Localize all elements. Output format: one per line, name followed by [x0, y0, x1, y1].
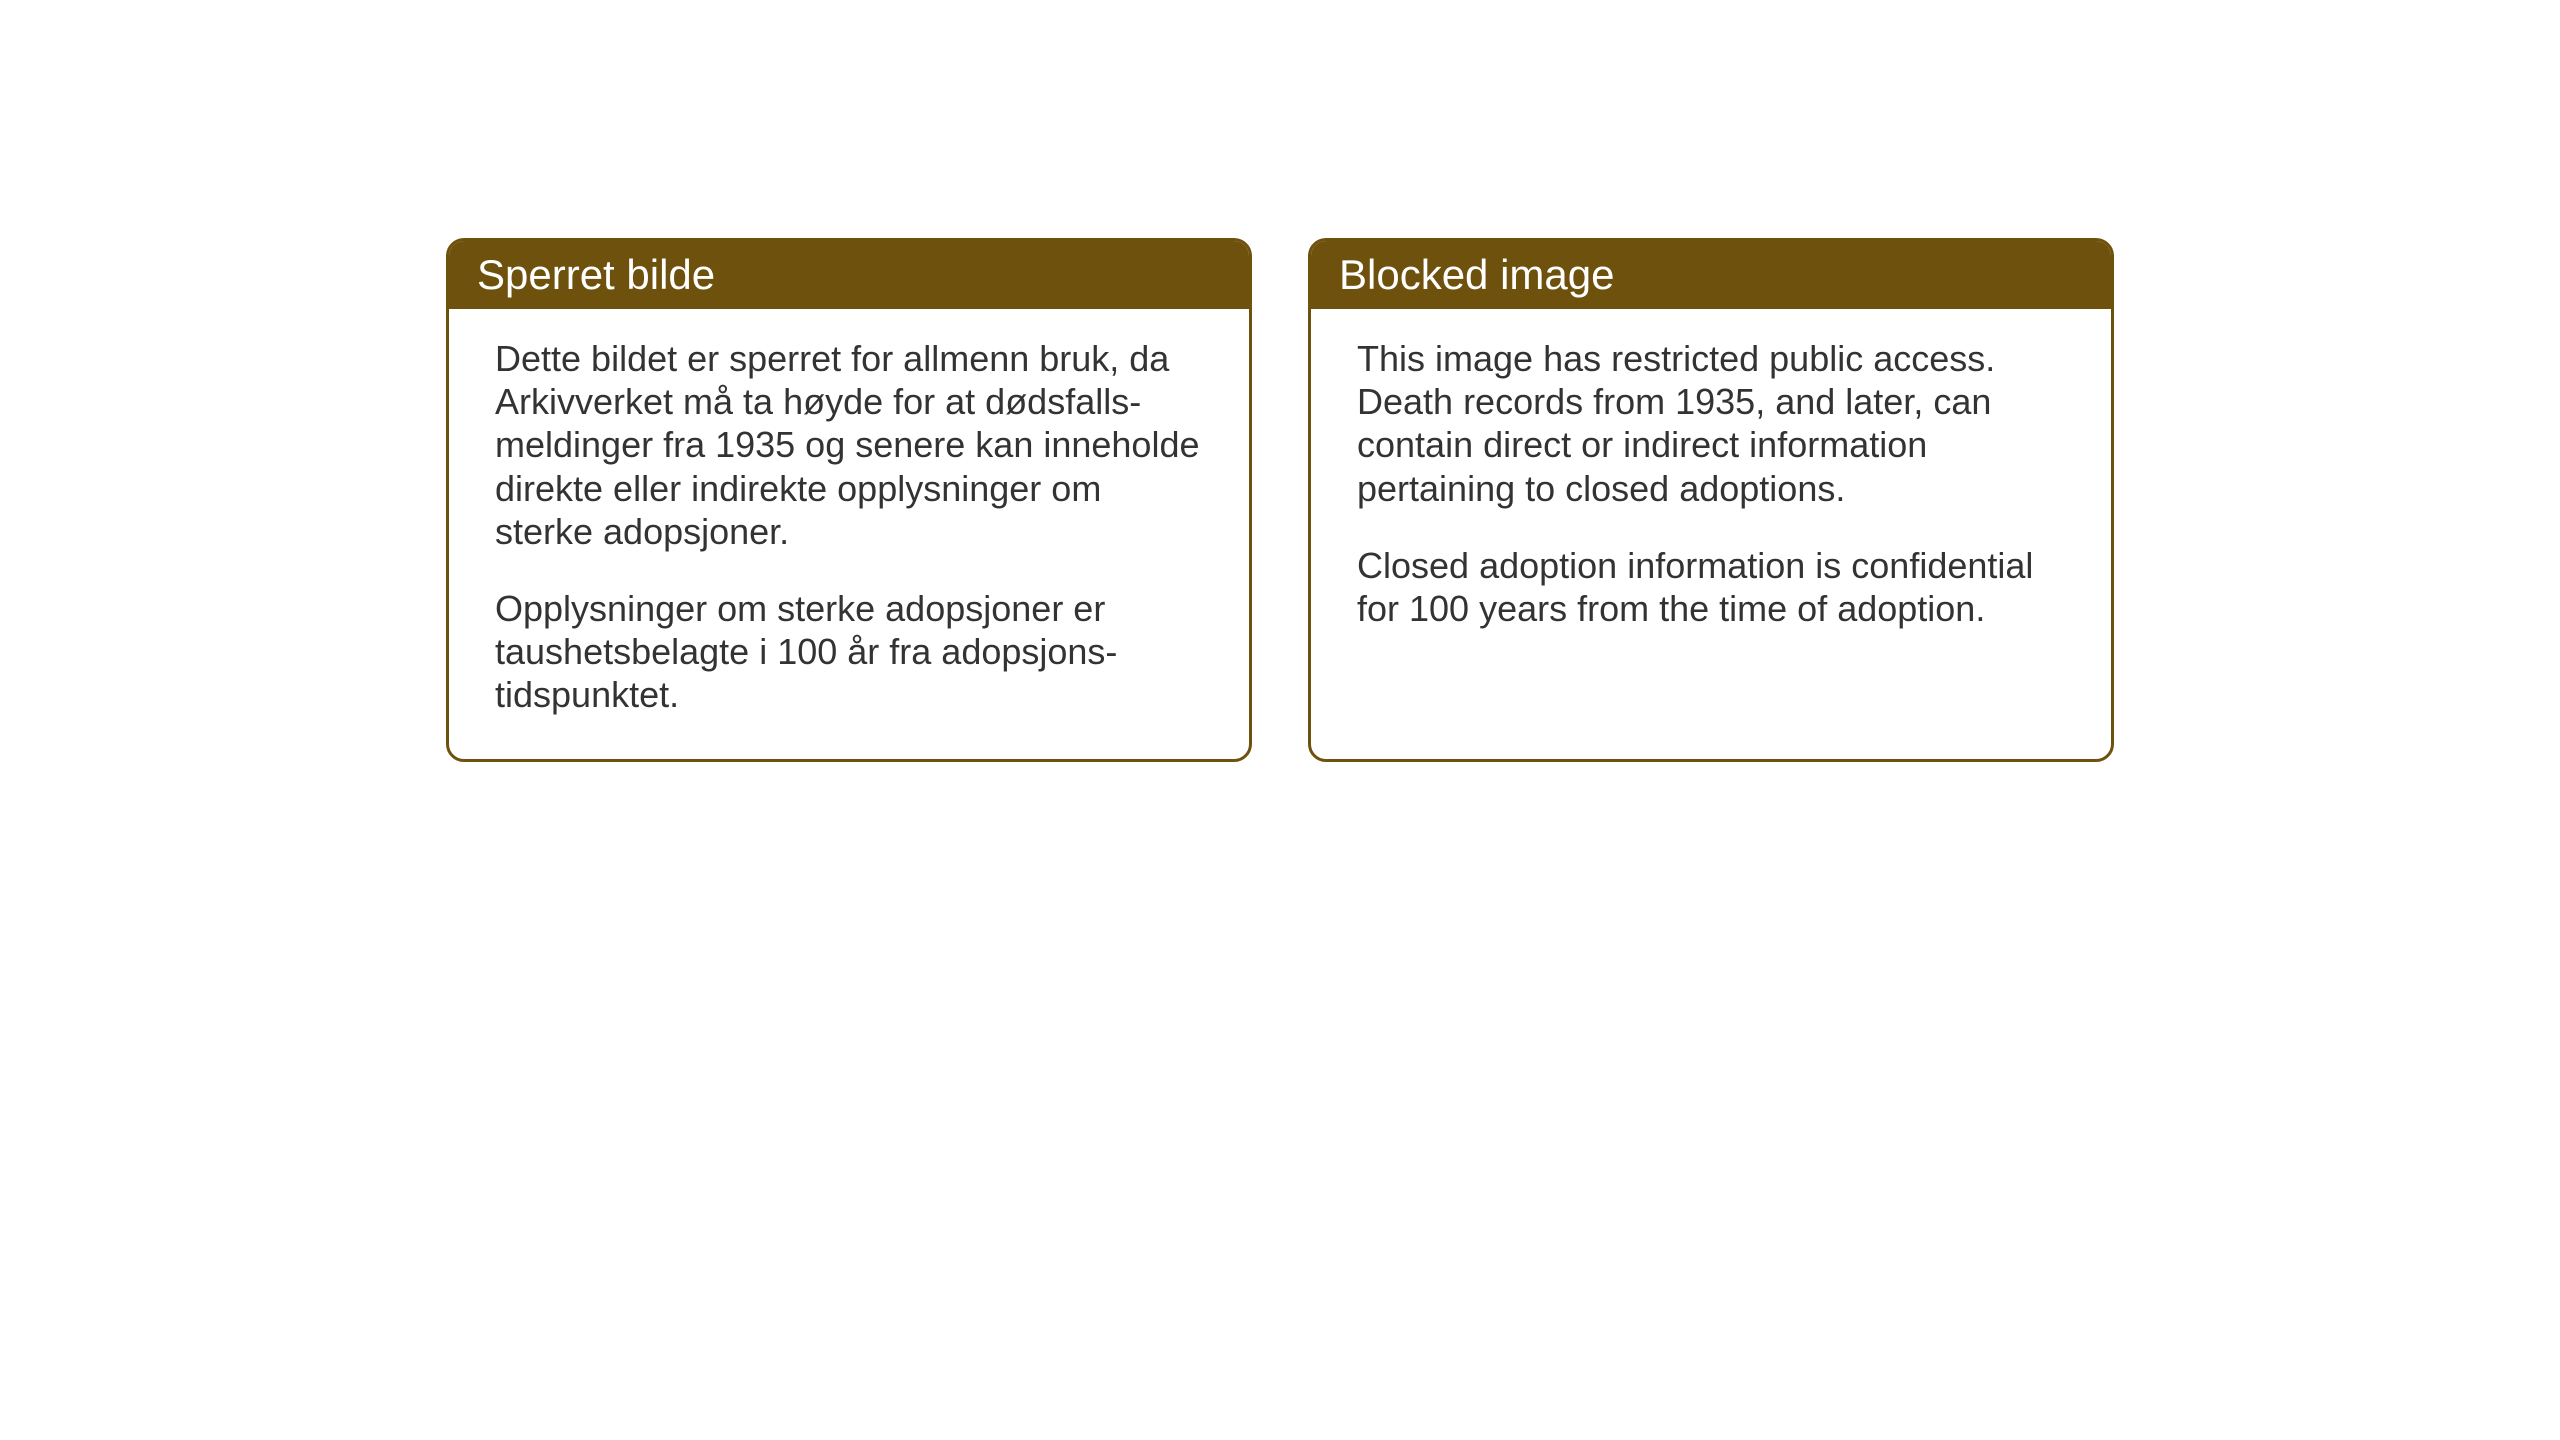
notice-card-english: Blocked image This image has restricted …	[1308, 238, 2114, 762]
notice-paragraph-1-english: This image has restricted public access.…	[1357, 337, 2065, 510]
notice-header-norwegian: Sperret bilde	[449, 241, 1249, 309]
notice-title-english: Blocked image	[1339, 251, 1614, 298]
notice-header-english: Blocked image	[1311, 241, 2111, 309]
notice-paragraph-2-norwegian: Opplysninger om sterke adopsjoner er tau…	[495, 587, 1203, 717]
notice-title-norwegian: Sperret bilde	[477, 251, 715, 298]
notice-body-norwegian: Dette bildet er sperret for allmenn bruk…	[449, 309, 1249, 759]
notice-container: Sperret bilde Dette bildet er sperret fo…	[446, 238, 2114, 762]
notice-body-english: This image has restricted public access.…	[1311, 309, 2111, 672]
notice-card-norwegian: Sperret bilde Dette bildet er sperret fo…	[446, 238, 1252, 762]
notice-paragraph-1-norwegian: Dette bildet er sperret for allmenn bruk…	[495, 337, 1203, 553]
notice-paragraph-2-english: Closed adoption information is confident…	[1357, 544, 2065, 630]
